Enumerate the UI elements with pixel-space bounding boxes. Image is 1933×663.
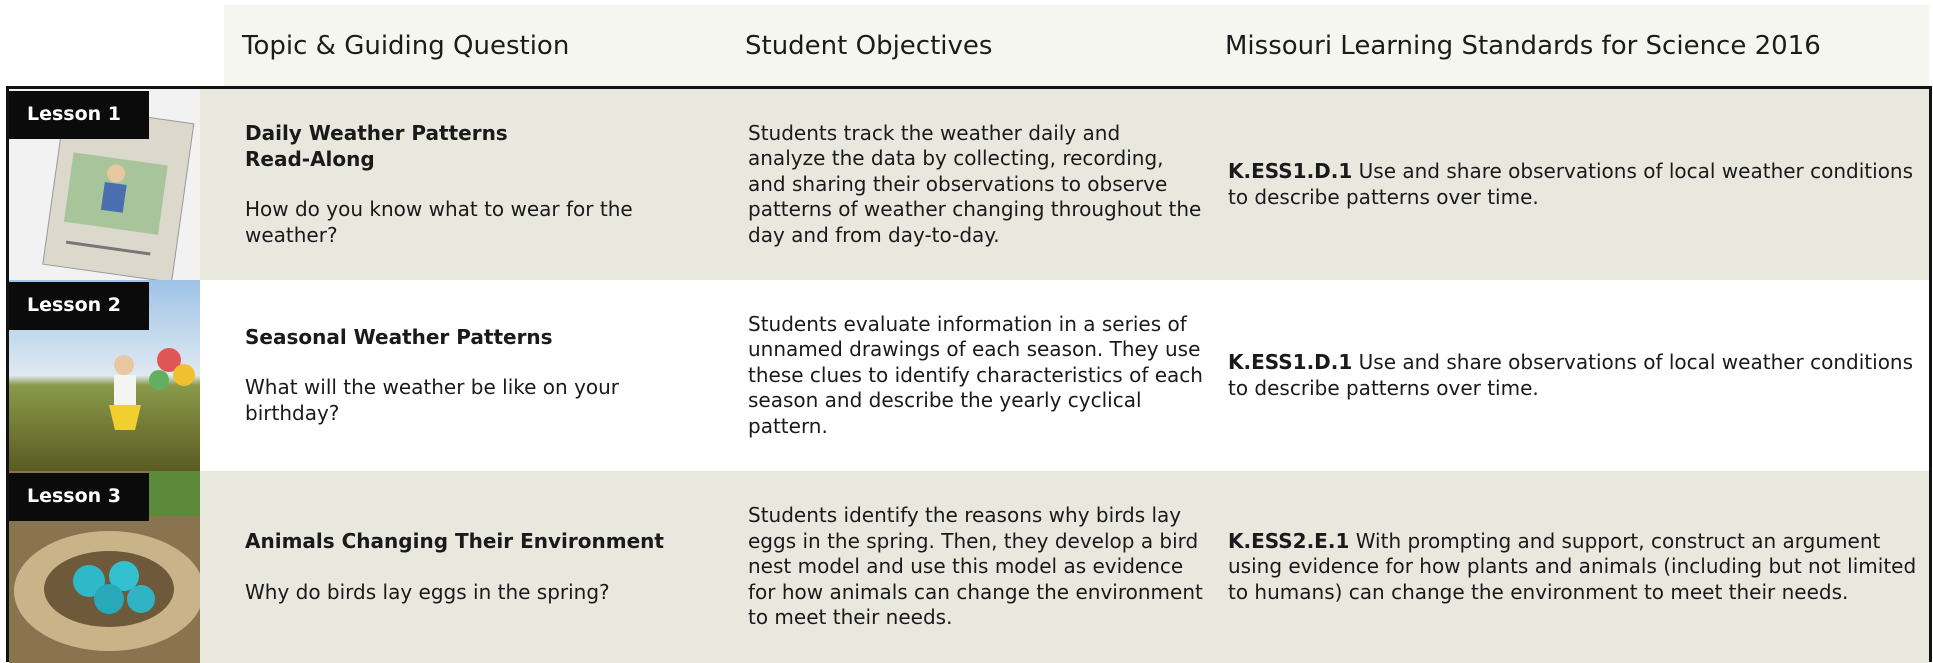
objectives-cell: Students evaluate information in a serie… <box>748 280 1203 471</box>
standard-text: Use and share observations of local weat… <box>1228 159 1914 209</box>
standards-cell: K.ESS2.E.1 With prompting and support, c… <box>1228 471 1918 663</box>
topic-cell: Animals Changing Their Environment Why do… <box>245 471 715 663</box>
standard-code: K.ESS1.D.1 <box>1228 159 1353 183</box>
lesson-row: Lesson 1 Daily Weather Patterns Read-Alo… <box>9 89 1929 280</box>
topic-title: Daily Weather Patterns Read-Along <box>245 121 508 171</box>
column-header: Topic & Guiding Question <box>242 30 570 61</box>
column-header: Student Objectives <box>745 30 993 61</box>
standard-code: K.ESS2.E.1 <box>1228 528 1350 553</box>
column-header: Missouri Learning Standards for Science … <box>1225 30 1821 61</box>
objectives: Students evaluate information in a serie… <box>748 311 1203 438</box>
objectives-cell: Students track the weather daily and ana… <box>748 89 1203 280</box>
guiding-question: How do you know what to wear for the wea… <box>245 197 633 247</box>
lesson-label: Lesson 3 <box>9 473 150 521</box>
objectives: Students identify the reasons why birds … <box>748 503 1203 630</box>
lessons-table: Lesson 1 Daily Weather Patterns Read-Alo… <box>6 86 1932 663</box>
lesson-row: Lesson 3 Animals Changing Their Environm… <box>9 471 1929 663</box>
topic-title: Seasonal Weather Patterns <box>245 324 553 349</box>
standards-cell: K.ESS1.D.1 Use and share observations of… <box>1228 89 1918 280</box>
topic-cell: Daily Weather Patterns Read-Along How do … <box>245 89 715 280</box>
standard-text: Use and share observations of local weat… <box>1228 350 1914 400</box>
header-background <box>224 5 1929 86</box>
standard-text: With prompting and support, construct an… <box>1228 528 1917 604</box>
objectives: Students track the weather daily and ana… <box>748 120 1202 247</box>
guiding-question: Why do birds lay eggs in the spring? <box>245 579 610 604</box>
standards-cell: K.ESS1.D.1 Use and share observations of… <box>1228 280 1918 471</box>
topic-title: Animals Changing Their Environment <box>245 529 664 553</box>
lesson-label: Lesson 2 <box>9 282 150 330</box>
objectives-cell: Students identify the reasons why birds … <box>748 471 1203 663</box>
topic-cell: Seasonal Weather Patterns What will the w… <box>245 280 715 471</box>
lesson-label: Lesson 1 <box>9 91 150 139</box>
lesson-row: Lesson 2 Seasonal Weather Patterns What w… <box>9 280 1929 471</box>
guiding-question: What will the weather be like on your bi… <box>245 375 620 425</box>
standard-code: K.ESS1.D.1 <box>1228 350 1353 374</box>
